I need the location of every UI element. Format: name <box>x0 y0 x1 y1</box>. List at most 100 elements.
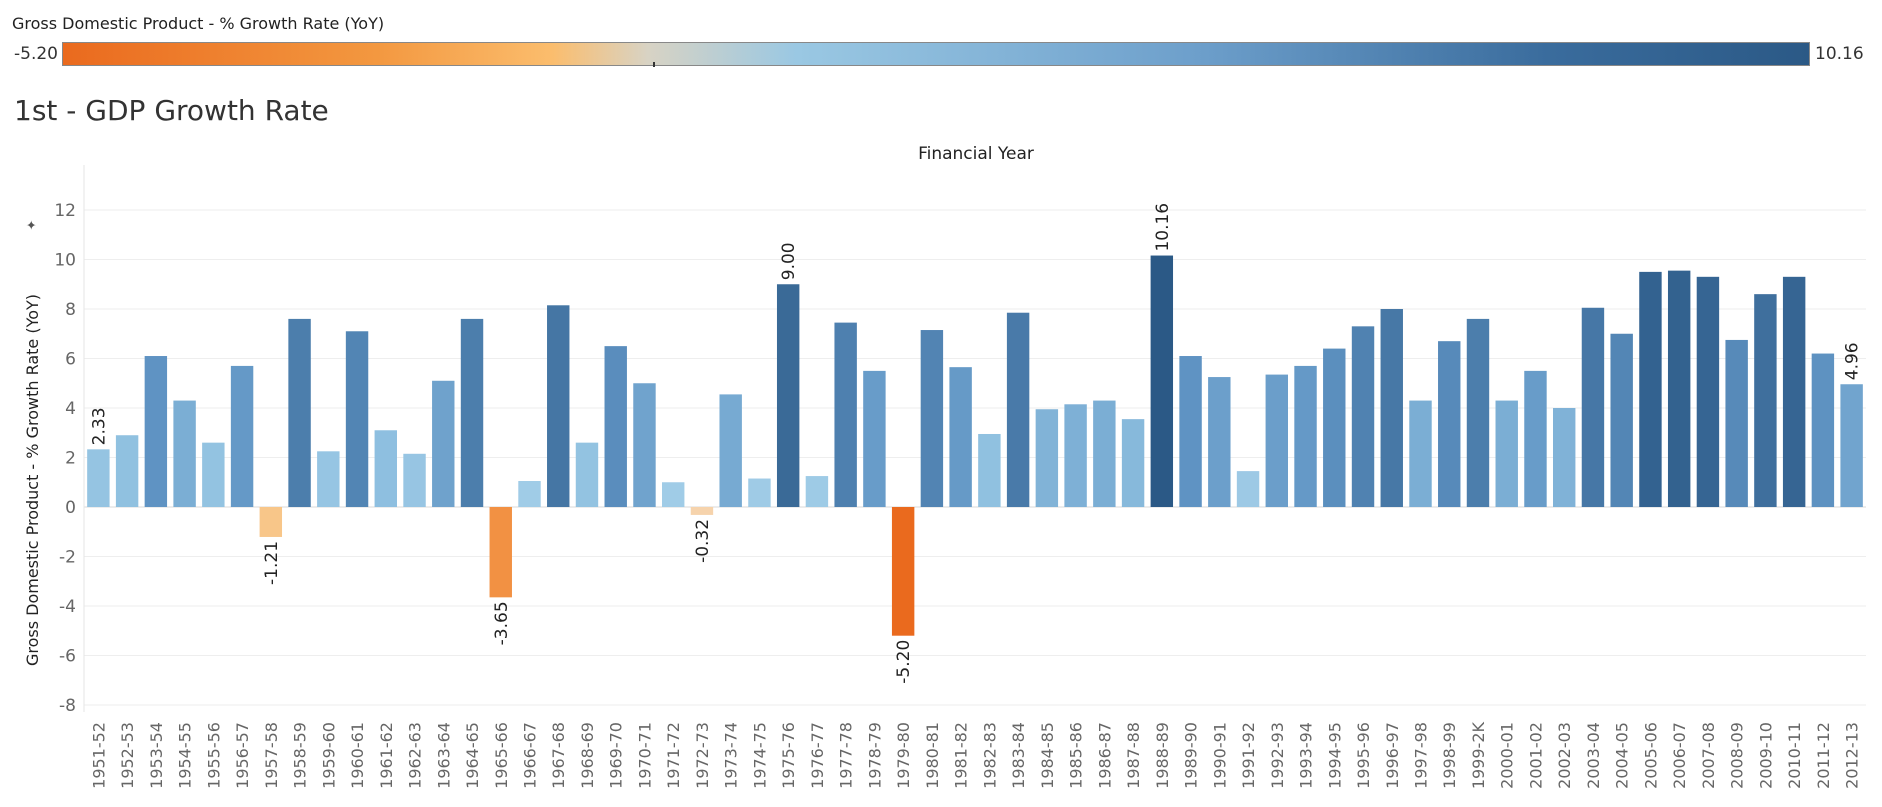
bar-1990-91[interactable] <box>1208 377 1231 507</box>
bar-1966-67[interactable] <box>518 481 541 507</box>
bar-1985-86[interactable] <box>1064 404 1087 507</box>
bar-1960-61[interactable] <box>345 331 369 507</box>
bar-1967-68[interactable] <box>547 305 570 507</box>
bar-1964-65[interactable] <box>460 318 484 507</box>
bar-1976-77[interactable] <box>805 476 829 507</box>
bar-1987-88[interactable] <box>1121 419 1145 507</box>
bar-1961-62[interactable] <box>374 430 397 507</box>
bar-1959-60[interactable] <box>317 451 340 507</box>
bar-1995-96[interactable] <box>1351 326 1375 507</box>
bar-1957-58[interactable] <box>259 507 283 537</box>
bar-1978-79[interactable] <box>863 370 886 508</box>
y-tick-label: 6 <box>65 350 76 370</box>
bar-1974-75[interactable] <box>748 478 771 507</box>
bar-2010-11[interactable] <box>1782 276 1806 507</box>
bar-1973-74[interactable] <box>719 394 742 507</box>
color-legend-gradient[interactable] <box>62 42 1810 66</box>
bar-1998-99[interactable] <box>1438 341 1461 507</box>
bar-1954-55[interactable] <box>173 400 196 507</box>
data-labels: 2.33 -1.21 -3.65 -0.32 9.00 -5.20 10.16 4.96 <box>89 203 1862 684</box>
y-tick-label: -2 <box>59 548 76 568</box>
bar-1962-63[interactable] <box>403 453 426 507</box>
x-axis-title: Financial Year <box>918 144 1034 164</box>
bar-1970-71[interactable] <box>633 383 656 507</box>
bar-1992-93[interactable] <box>1265 374 1288 507</box>
bar-1996-97[interactable] <box>1380 309 1403 507</box>
bar-1981-82[interactable] <box>949 367 972 507</box>
bar-1968-69[interactable] <box>575 442 599 507</box>
x-tick-label: 2004-05 <box>1613 722 1632 789</box>
x-tick-label: 1978-79 <box>865 722 884 789</box>
bar-1991-92[interactable] <box>1236 471 1260 507</box>
bar-1963-64[interactable] <box>432 380 455 507</box>
bar-2000-01[interactable] <box>1495 400 1518 507</box>
bar-1952-53[interactable] <box>115 435 139 507</box>
bar-1984-85[interactable] <box>1035 409 1059 507</box>
bar-1979-80[interactable] <box>891 507 915 636</box>
y-tick-label: 0 <box>65 498 76 518</box>
x-tick-label: 1977-78 <box>837 722 856 789</box>
x-tick-label: 1985-86 <box>1067 722 1086 789</box>
y-tick-label: 10 <box>54 251 76 271</box>
bar-1977-78[interactable] <box>834 322 857 507</box>
bar-1982-83[interactable] <box>978 433 1001 507</box>
y-tick-label: 12 <box>54 201 76 221</box>
x-tick-label: 1961-62 <box>377 722 396 789</box>
x-tick-label: 1981-82 <box>952 722 971 789</box>
bar-1994-95[interactable] <box>1323 348 1346 507</box>
x-tick-label: 1969-70 <box>607 722 626 789</box>
x-tick-label: 1976-77 <box>808 722 827 789</box>
bar-2007-08[interactable] <box>1696 276 1720 507</box>
y-axis-ticks: 12 10 8 6 4 2 0 -2 -4 -6 -8 <box>54 201 76 716</box>
bar-1958-59[interactable] <box>288 318 311 507</box>
y-tick-label: -8 <box>59 696 76 716</box>
bar-1971-72[interactable] <box>662 482 685 507</box>
bar-2006-07[interactable] <box>1667 270 1691 507</box>
bar-1993-94[interactable] <box>1294 365 1317 507</box>
x-tick-label: 1991-92 <box>1239 722 1258 789</box>
data-label: -0.32 <box>693 519 713 563</box>
x-tick-label: 2008-09 <box>1728 722 1747 789</box>
bar-1999-2K[interactable] <box>1466 318 1490 507</box>
bar-1953-54[interactable] <box>144 356 168 507</box>
bar-1955-56[interactable] <box>202 442 225 507</box>
bar-1951-52[interactable] <box>87 449 110 507</box>
bar-1969-70[interactable] <box>604 346 627 508</box>
x-tick-label: 1998-99 <box>1440 722 1459 789</box>
pin-icon[interactable]: ✦ <box>25 219 40 230</box>
x-tick-label: 1971-72 <box>664 722 683 789</box>
bar-1983-84[interactable] <box>1006 312 1030 507</box>
bar-2009-10[interactable] <box>1754 294 1777 507</box>
bar-2012-13[interactable] <box>1840 384 1863 507</box>
y-tick-label: -6 <box>59 647 76 667</box>
x-tick-label: 1974-75 <box>750 722 769 789</box>
data-label: -3.65 <box>492 601 512 645</box>
bar-1972-73[interactable] <box>690 507 714 515</box>
bar-1989-90[interactable] <box>1179 356 1202 507</box>
bar-1965-66[interactable] <box>489 507 512 598</box>
bar-1956-57[interactable] <box>230 365 254 507</box>
bar-2008-09[interactable] <box>1725 339 1748 507</box>
x-tick-label: 2011-12 <box>1814 722 1833 789</box>
legend-title: Gross Domestic Product - % Growth Rate (… <box>12 14 385 33</box>
bar-1980-81[interactable] <box>920 330 944 507</box>
bar-1975-76[interactable] <box>776 284 800 507</box>
data-label: 9.00 <box>779 242 799 280</box>
legend-min-label: -5.20 <box>14 44 58 64</box>
bar-2005-06[interactable] <box>1639 271 1662 508</box>
x-tick-label: 2010-11 <box>1785 722 1804 789</box>
x-tick-label: 1970-71 <box>635 722 654 789</box>
bar-1988-89[interactable] <box>1150 255 1174 507</box>
bar-2002-03[interactable] <box>1553 408 1576 507</box>
x-tick-label: 1990-91 <box>1210 722 1229 789</box>
bar-1986-87[interactable] <box>1093 400 1116 507</box>
bar-1997-98[interactable] <box>1409 400 1432 507</box>
x-tick-label: 2003-04 <box>1584 722 1603 789</box>
x-tick-label: 1972-73 <box>693 722 712 789</box>
x-tick-label: 1964-65 <box>463 722 482 789</box>
bar-2004-05[interactable] <box>1610 333 1633 507</box>
bar-2001-02[interactable] <box>1524 370 1547 508</box>
bar-2011-12[interactable] <box>1811 353 1835 507</box>
bar-2003-04[interactable] <box>1581 307 1605 507</box>
